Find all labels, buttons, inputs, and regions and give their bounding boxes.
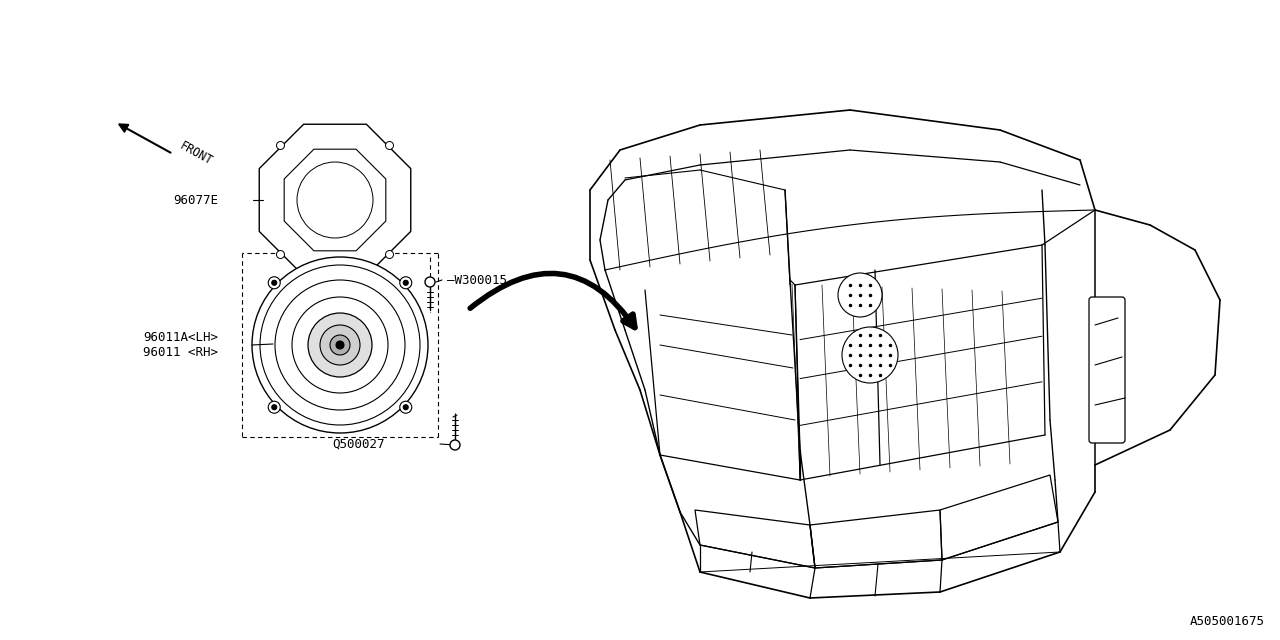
Circle shape [275, 280, 404, 410]
Circle shape [399, 401, 412, 413]
Text: 96077E: 96077E [173, 193, 218, 207]
Text: 96011 <RH>: 96011 <RH> [143, 346, 218, 358]
Circle shape [271, 404, 276, 410]
Circle shape [838, 273, 882, 317]
Circle shape [320, 325, 360, 365]
Circle shape [385, 250, 393, 259]
Circle shape [271, 280, 276, 285]
FancyBboxPatch shape [1089, 297, 1125, 443]
Circle shape [337, 341, 344, 349]
Circle shape [399, 276, 412, 289]
Circle shape [308, 313, 372, 377]
Polygon shape [260, 124, 411, 276]
Circle shape [842, 327, 899, 383]
Text: Q500027: Q500027 [333, 438, 385, 451]
Text: —W300015: —W300015 [447, 273, 507, 287]
Circle shape [425, 277, 435, 287]
Circle shape [403, 280, 408, 285]
Circle shape [269, 401, 280, 413]
Text: 96011A<LH>: 96011A<LH> [143, 330, 218, 344]
Circle shape [297, 162, 372, 238]
Text: A505001675: A505001675 [1190, 615, 1265, 628]
Circle shape [276, 250, 284, 259]
Circle shape [385, 141, 393, 150]
Circle shape [276, 141, 284, 150]
Circle shape [260, 265, 420, 425]
Circle shape [252, 257, 428, 433]
Circle shape [269, 276, 280, 289]
Polygon shape [284, 149, 385, 251]
Text: FRONT: FRONT [177, 140, 215, 168]
Circle shape [403, 404, 408, 410]
Circle shape [292, 297, 388, 393]
Circle shape [330, 335, 349, 355]
Circle shape [451, 440, 460, 450]
